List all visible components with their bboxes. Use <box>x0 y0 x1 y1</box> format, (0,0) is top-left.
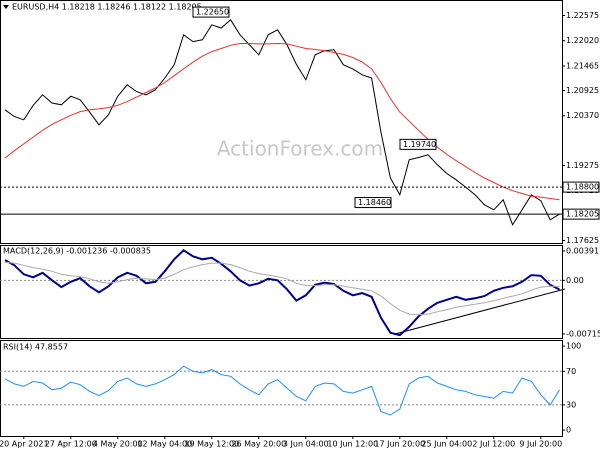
level-box <box>562 181 600 193</box>
annotation-label: 1.19740 <box>403 140 436 149</box>
annotation-box <box>192 6 230 18</box>
rsi-panel <box>0 340 563 437</box>
y-tick-label: 70 <box>566 367 576 376</box>
series-line <box>4 42 560 201</box>
x-tick-label: 17 Jun 20:00 <box>374 440 425 449</box>
macd-panel <box>0 245 563 339</box>
y-tick-label: 1.20370 <box>566 111 599 120</box>
watermark: ActionForex.com <box>217 137 383 161</box>
y-tick-label: 0 <box>566 426 571 435</box>
series-line <box>4 261 560 316</box>
series-line <box>4 19 560 226</box>
rsi-title: RSI(14) 47.8557 <box>3 343 68 352</box>
menu-icon <box>3 5 9 9</box>
x-tick-label: 10 Jun 12:00 <box>327 440 378 449</box>
x-tick-label: 4 May 20:00 <box>93 440 143 449</box>
y-tick-label: -0.007152 <box>566 329 600 338</box>
y-tick-label: 1.19275 <box>566 161 599 170</box>
y-tick-label: 1.21465 <box>566 61 599 70</box>
trend-line <box>394 288 566 335</box>
level-box <box>562 208 600 220</box>
y-tick-label: 0.00 <box>566 276 584 285</box>
x-tick-label: 12 May 04:00 <box>137 440 192 449</box>
annotation-label: 1.18460 <box>358 198 391 207</box>
y-tick-label: 1.20925 <box>566 86 599 95</box>
y-tick-label: 1.22575 <box>566 11 599 20</box>
x-tick-label: 20 Apr 2021 <box>0 440 49 449</box>
level-label: 1.18800 <box>566 183 599 192</box>
annotation-box <box>354 197 392 209</box>
macd-title: MACD(12,26,9) -0.001236 -0.000835 <box>3 247 151 256</box>
level-label: 1.18205 <box>566 210 599 219</box>
y-tick-label: 30 <box>566 400 576 409</box>
y-tick-label: 1.17625 <box>566 236 599 245</box>
x-tick-label: 27 Apr 12:00 <box>45 440 97 449</box>
annotation-label: 1.22650 <box>196 8 229 17</box>
annotation-box <box>399 138 437 150</box>
x-tick-label: 3 Jun 04:00 <box>283 440 329 449</box>
y-tick-label: 100 <box>566 342 581 351</box>
x-tick-label: 19 May 12:00 <box>184 440 239 449</box>
series-line <box>4 365 561 416</box>
series-line <box>4 249 561 337</box>
price-panel <box>0 0 563 244</box>
y-tick-label: 0.003917 <box>566 246 600 255</box>
x-tick-label: 25 Jun 04:00 <box>421 440 472 449</box>
x-tick-label: 26 May 20:00 <box>231 440 286 449</box>
price-title: EURUSD,H4 1.18218 1.18246 1.18122 1.1820… <box>12 3 202 12</box>
x-tick-label: 2 Jul 12:00 <box>472 440 515 449</box>
x-tick-label: 9 Jul 20:00 <box>519 440 562 449</box>
y-tick-label: 1.22020 <box>566 36 599 45</box>
